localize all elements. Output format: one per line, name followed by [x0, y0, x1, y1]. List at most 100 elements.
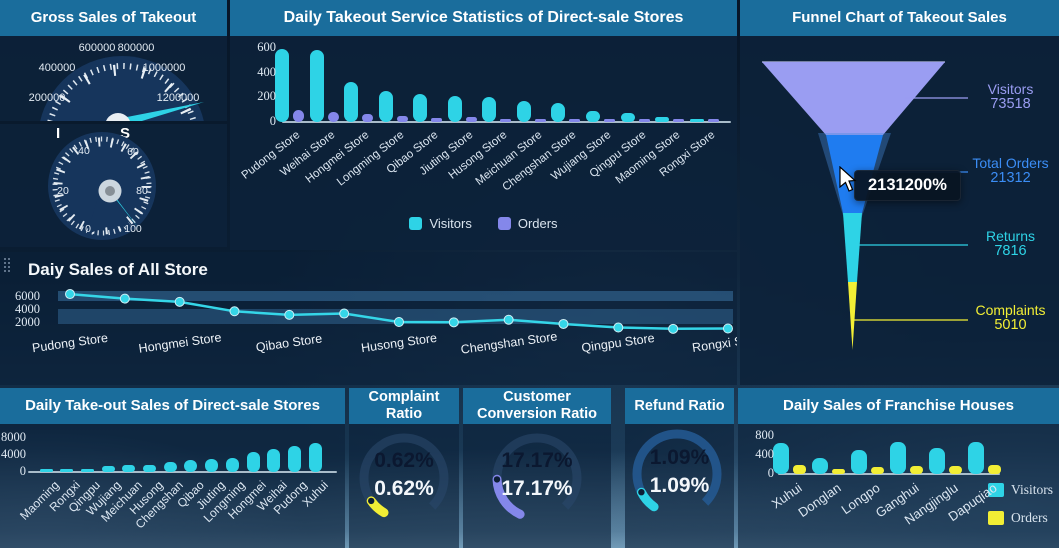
panel-franchise-header: Daily Sales of Franchise Houses	[738, 388, 1059, 424]
data-point[interactable]	[448, 317, 459, 328]
orders-bar[interactable]	[465, 117, 477, 122]
visitors-bar[interactable]	[378, 90, 393, 122]
data-point[interactable]	[65, 289, 75, 300]
visitors-bar[interactable]	[309, 49, 324, 122]
legend-item-orders[interactable]: Orders	[988, 510, 1053, 526]
funnel-stage-visitors[interactable]	[762, 62, 945, 135]
legend-swatch	[409, 217, 423, 230]
orders-bar[interactable]	[431, 117, 443, 122]
orders-bar[interactable]	[707, 119, 719, 122]
data-point[interactable]	[119, 293, 130, 304]
panel-conversion-ratio: Customer Conversion Ratio 17.17% 17.17%	[463, 388, 611, 548]
visitors-bar[interactable]	[929, 448, 945, 474]
y-tick-label: 4000	[15, 302, 40, 316]
orders-bar[interactable]	[870, 467, 884, 474]
value-bar[interactable]	[122, 464, 136, 472]
kpi-ring	[632, 429, 722, 519]
data-point[interactable]	[613, 322, 624, 333]
value-bar[interactable]	[225, 457, 239, 472]
visitors-bar[interactable]	[275, 48, 289, 122]
gauge-major-ticks	[53, 137, 151, 235]
visitors-bar[interactable]	[344, 81, 359, 122]
orders-bar[interactable]	[987, 464, 1001, 474]
y-tick-label: 4000	[1, 447, 26, 461]
orders-bar[interactable]	[638, 119, 650, 122]
value-bar[interactable]	[163, 462, 177, 472]
visitors-bar[interactable]	[516, 101, 531, 122]
value-bar[interactable]	[184, 460, 198, 472]
orders-bar[interactable]	[362, 113, 374, 122]
data-point[interactable]	[722, 323, 733, 334]
visitors-bar[interactable]	[482, 97, 497, 122]
data-point[interactable]	[668, 323, 679, 334]
y-tick-label: 0	[19, 464, 26, 478]
visitors-bar[interactable]	[447, 96, 462, 122]
value-bar[interactable]	[60, 469, 74, 472]
value-bar[interactable]	[101, 466, 115, 472]
value-bar[interactable]	[143, 464, 156, 472]
visitors-bar[interactable]	[851, 449, 867, 474]
legend-swatch	[988, 483, 1004, 497]
data-point[interactable]	[558, 318, 569, 329]
orders-bar[interactable]	[293, 109, 304, 122]
visitors-bar[interactable]	[968, 441, 984, 474]
panel-funnel-header: Funnel Chart of Takeout Sales	[740, 0, 1059, 36]
orders-bar[interactable]	[792, 465, 806, 474]
data-point[interactable]	[284, 309, 295, 320]
orders-bar[interactable]	[673, 119, 685, 122]
data-point[interactable]	[503, 314, 514, 325]
funnel-label-total-orders: Total Orders 21312	[972, 155, 1049, 186]
value-bar[interactable]	[80, 469, 94, 472]
orders-bar[interactable]	[569, 118, 581, 122]
orders-bar[interactable]	[500, 119, 512, 122]
value-bar[interactable]	[267, 448, 281, 472]
gauge-tick-label: 60	[127, 146, 139, 158]
panel-title: Refund Ratio	[634, 397, 725, 414]
visitors-bar[interactable]	[620, 112, 635, 122]
legend-item-visitors[interactable]: Visitors	[409, 216, 472, 231]
value-bar[interactable]	[287, 445, 301, 472]
orders-bar[interactable]	[534, 118, 546, 122]
visitors-bar[interactable]	[655, 117, 670, 122]
panel-direct-sales-header: Daily Take-out Sales of Direct-sale Stor…	[0, 388, 345, 424]
data-point[interactable]	[174, 296, 185, 307]
complaint-ratio-gauge: 0.62% 0.62%	[349, 424, 459, 548]
orders-bar[interactable]	[909, 466, 923, 474]
panel-refund-ratio-header: Refund Ratio	[625, 388, 734, 424]
data-point[interactable]	[339, 308, 350, 319]
legend-item-orders[interactable]: Orders	[497, 216, 558, 231]
value-bar[interactable]	[308, 443, 322, 472]
visitors-bar[interactable]	[890, 441, 906, 474]
orders-bar[interactable]	[831, 468, 845, 474]
data-point[interactable]	[393, 317, 404, 327]
visitors-bar[interactable]	[413, 94, 428, 122]
legend-item-visitors[interactable]: Visitors	[988, 482, 1053, 498]
gauge-tick-label: 100	[124, 223, 142, 235]
orders-bar[interactable]	[948, 466, 962, 474]
chart-legend: Visitors Orders	[230, 216, 737, 231]
drag-handle-icon[interactable]	[4, 258, 12, 272]
visitors-bar[interactable]	[689, 118, 704, 122]
value-bar[interactable]	[246, 452, 260, 472]
y-tick-label: 400	[755, 447, 774, 461]
data-point[interactable]	[229, 306, 240, 317]
funnel-stage-returns[interactable]	[843, 213, 862, 282]
value-bar[interactable]	[205, 458, 219, 472]
gauge-tick-label: 0	[85, 223, 91, 235]
panel-refund-ratio: Refund Ratio 1.09% 1.09%	[625, 388, 734, 548]
gauge-tick-label: 40	[78, 145, 90, 157]
value-bar[interactable]	[39, 469, 53, 472]
gauge-graphic	[40, 56, 204, 121]
visitors-bar[interactable]	[773, 443, 789, 474]
visitors-bar[interactable]	[585, 110, 600, 122]
visitors-bar[interactable]	[812, 457, 828, 474]
visitors-bar[interactable]	[551, 102, 566, 122]
orders-bar[interactable]	[396, 116, 408, 122]
kpi-arc-knob	[493, 476, 501, 483]
funnel-stage-complaints[interactable]	[848, 282, 857, 350]
kpi-value-shadow: 1.09%	[649, 446, 710, 469]
orders-bar[interactable]	[327, 112, 339, 122]
orders-bar[interactable]	[603, 119, 615, 122]
panel-title: Gross Sales of Takeout	[30, 9, 197, 27]
